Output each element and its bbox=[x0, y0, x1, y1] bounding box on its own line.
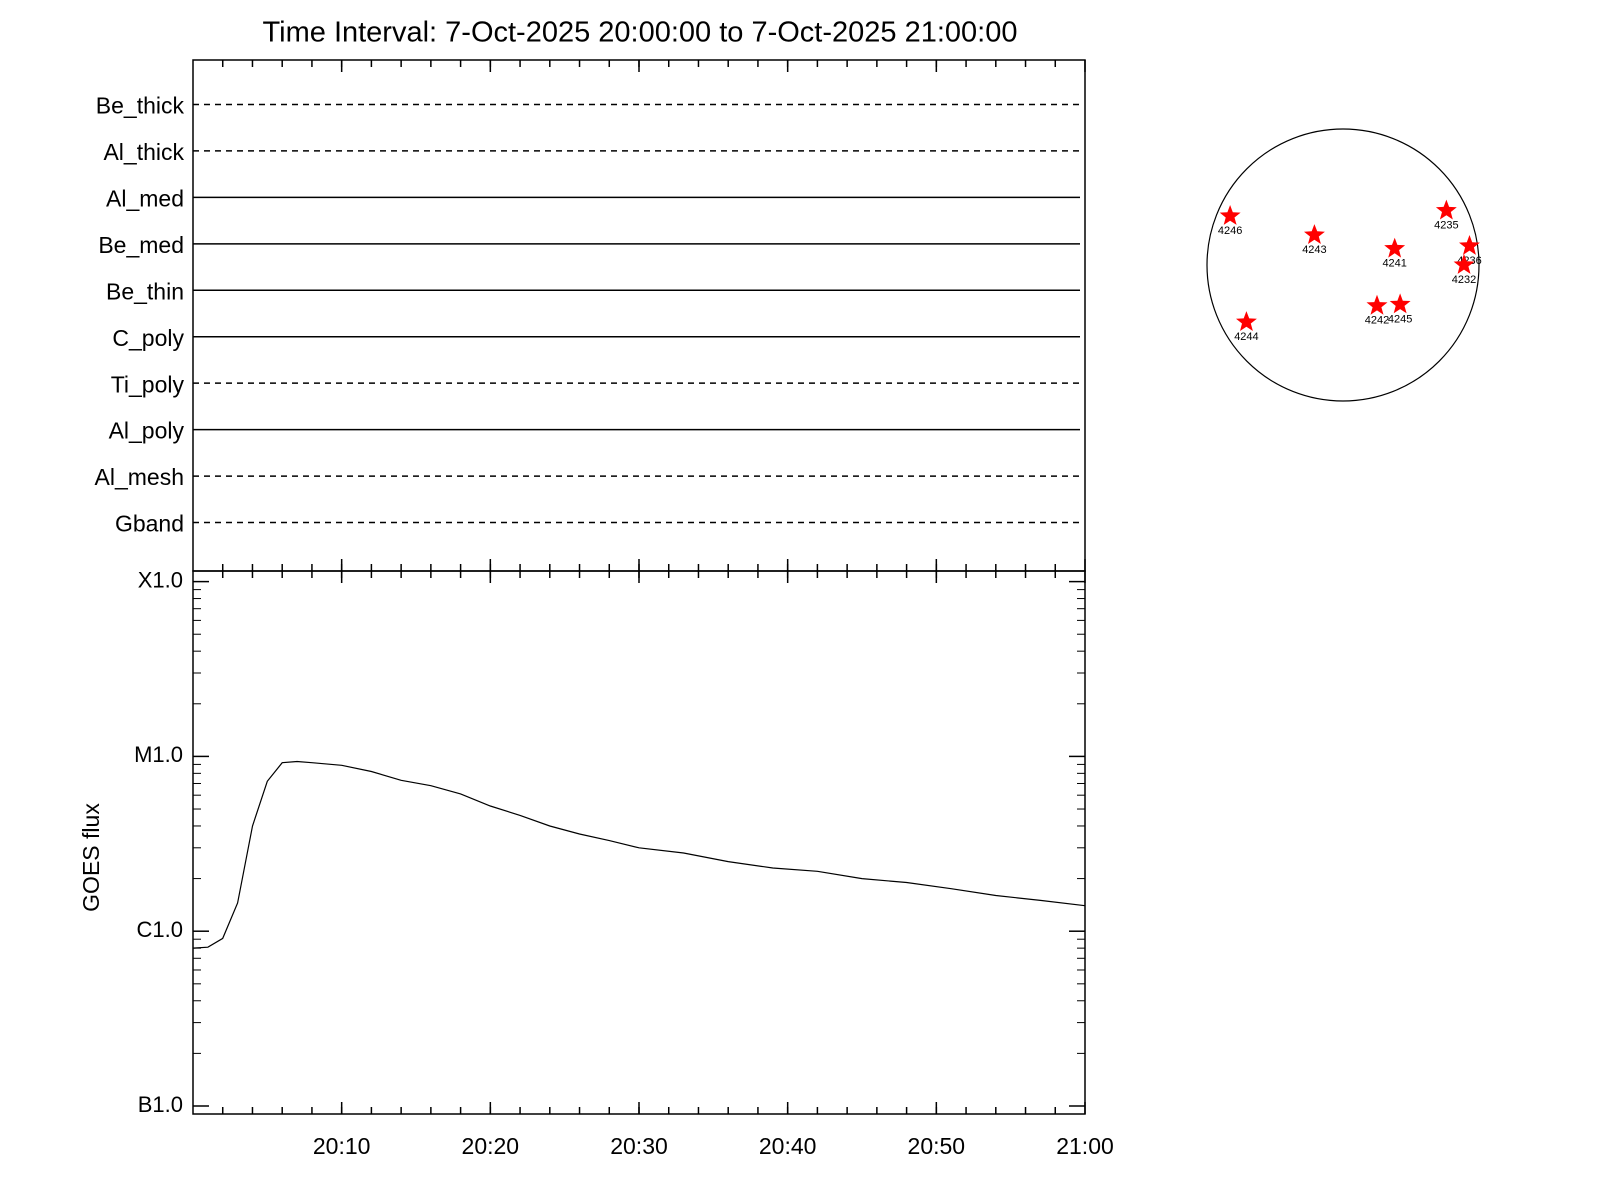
channel-label: Ti_poly bbox=[111, 371, 185, 397]
x-tick-label: 20:10 bbox=[313, 1133, 371, 1159]
region-label: 4232 bbox=[1452, 274, 1476, 286]
region-star bbox=[1236, 311, 1257, 331]
region-star bbox=[1384, 237, 1406, 258]
channel-label: Be_thick bbox=[96, 93, 185, 119]
y-tick-label: M1.0 bbox=[134, 742, 183, 767]
region-label: 4235 bbox=[1434, 220, 1458, 232]
region-label: 4241 bbox=[1382, 258, 1406, 270]
region-star bbox=[1435, 199, 1457, 220]
x-tick-label: 21:00 bbox=[1056, 1133, 1114, 1159]
region-star bbox=[1453, 254, 1475, 274]
y-axis-label: GOES flux bbox=[78, 803, 104, 912]
x-tick-label: 20:40 bbox=[759, 1133, 817, 1159]
channel-label: Al_poly bbox=[109, 418, 185, 444]
region-star bbox=[1366, 294, 1388, 315]
x-tick-label: 20:20 bbox=[462, 1133, 520, 1159]
chart-title: Time Interval: 7-Oct-2025 20:00:00 to 7-… bbox=[263, 17, 1018, 49]
x-tick-label: 20:30 bbox=[610, 1133, 668, 1159]
region-label: 4242 bbox=[1365, 315, 1389, 327]
region-star bbox=[1304, 224, 1325, 244]
region-star bbox=[1219, 205, 1241, 225]
channel-label: Al_med bbox=[106, 185, 184, 211]
flux-line bbox=[192, 760, 1086, 949]
region-label: 4245 bbox=[1388, 313, 1412, 325]
y-tick-label: C1.0 bbox=[137, 917, 183, 942]
panel-frame bbox=[192, 570, 1086, 1115]
region-star bbox=[1459, 235, 1480, 255]
channel-label: Be_thin bbox=[106, 278, 184, 304]
y-tick-label: B1.0 bbox=[138, 1092, 183, 1117]
channel-label: Al_mesh bbox=[95, 464, 184, 490]
region-label: 4244 bbox=[1234, 331, 1258, 343]
x-tick-label: 20:50 bbox=[908, 1133, 966, 1159]
channel-label: C_poly bbox=[112, 325, 184, 351]
region-label: 4243 bbox=[1302, 244, 1326, 256]
region-label: 4246 bbox=[1218, 225, 1242, 237]
y-tick-label: X1.0 bbox=[138, 567, 183, 592]
channel-label: Al_thick bbox=[103, 139, 184, 165]
channel-label: Be_med bbox=[98, 232, 184, 258]
solar-disk bbox=[1206, 128, 1480, 402]
channel-label: Gband bbox=[115, 511, 184, 537]
panel-frame bbox=[192, 59, 1086, 572]
region-star bbox=[1389, 293, 1411, 314]
